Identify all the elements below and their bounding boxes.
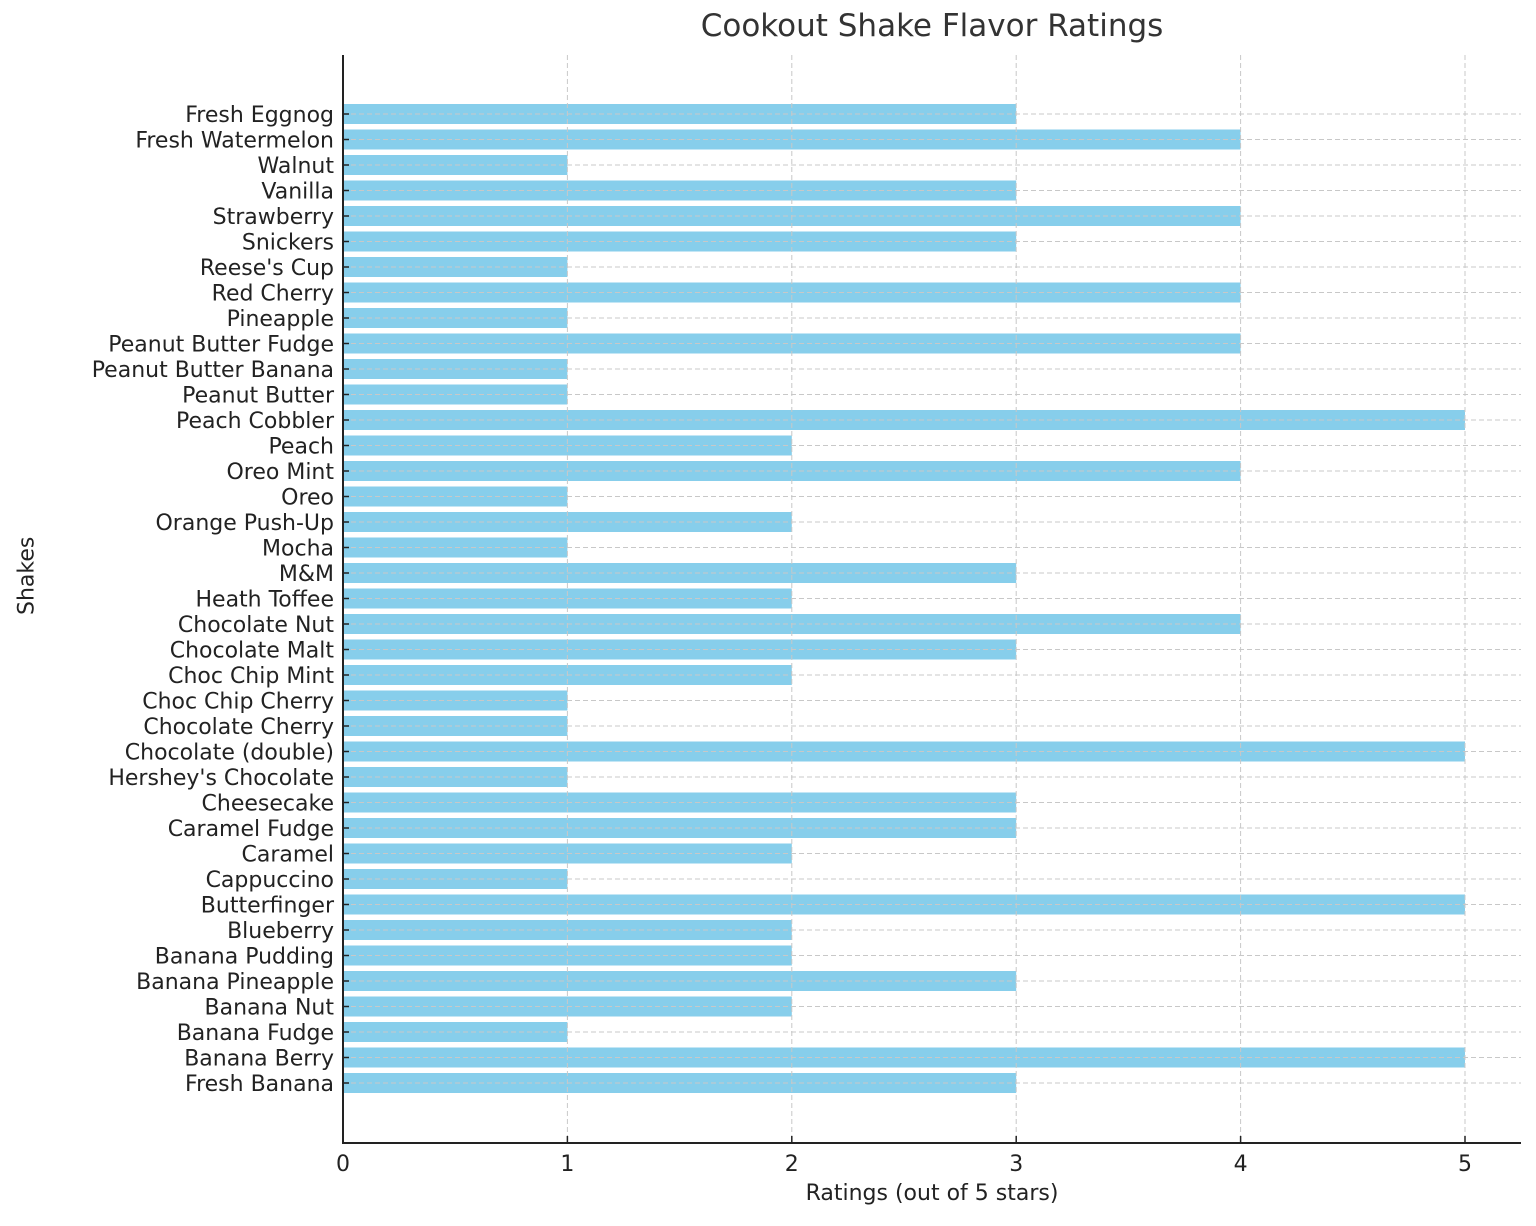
x-tick-label: 4 [1234, 1152, 1248, 1177]
y-tick-label: Chocolate (double) [125, 741, 334, 766]
y-tick-label: Butterfinger [201, 894, 335, 919]
y-tick-label: Fresh Watermelon [135, 129, 334, 154]
y-tick-label: Caramel [242, 843, 334, 868]
y-tick-label: Peanut Butter Fudge [108, 333, 334, 358]
y-tick-label: Oreo [281, 486, 334, 511]
y-tick-label: Banana Berry [184, 1047, 334, 1072]
y-tick-label: Peanut Butter [182, 384, 335, 409]
chart-title: Cookout Shake Flavor Ratings [700, 8, 1164, 44]
y-tick-label: Cappuccino [206, 868, 334, 893]
y-tick-label: Banana Pineapple [136, 970, 334, 995]
y-tick-label: Oreo Mint [226, 460, 334, 485]
y-tick-label: Reese's Cup [200, 256, 334, 281]
y-tick-label: Fresh Eggnog [185, 103, 334, 128]
y-tick-label: Chocolate Malt [170, 639, 335, 664]
x-tick-label: 0 [336, 1152, 350, 1177]
y-tick-label: Fresh Banana [185, 1072, 334, 1097]
y-tick-label: Peach [268, 435, 334, 460]
y-tick-label: Choc Chip Cherry [142, 690, 334, 715]
x-axis-label: Ratings (out of 5 stars) [805, 1181, 1059, 1206]
y-tick-label: Pineapple [227, 307, 334, 332]
x-tick-label: 1 [560, 1152, 574, 1177]
y-tick-label: Banana Nut [205, 996, 335, 1021]
y-tick-label: Choc Chip Mint [168, 664, 334, 689]
y-axis-label: Shakes [14, 536, 40, 615]
y-tick-label: M&M [279, 562, 334, 587]
x-tick-label: 2 [785, 1152, 799, 1177]
y-tick-label: Snickers [242, 231, 334, 256]
y-tick-label: Banana Pudding [155, 945, 334, 970]
y-tick-label: Chocolate Cherry [143, 715, 334, 740]
y-tick-label: Vanilla [261, 180, 334, 205]
y-tick-label: Peach Cobbler [176, 409, 335, 434]
y-tick-label: Banana Fudge [177, 1021, 334, 1046]
y-tick-label: Chocolate Nut [178, 613, 334, 638]
y-tick-label: Heath Toffee [195, 588, 334, 613]
y-tick-label: Walnut [258, 154, 335, 179]
y-tick-label: Red Cherry [212, 282, 334, 307]
x-tick-label: 3 [1009, 1152, 1023, 1177]
y-tick-label: Mocha [262, 537, 334, 562]
y-tick-label: Peanut Butter Banana [92, 358, 334, 383]
y-tick-label: Caramel Fudge [168, 817, 334, 842]
y-tick-label: Blueberry [227, 919, 334, 944]
y-tick-label: Hershey's Chocolate [108, 766, 334, 791]
y-tick-label: Cheesecake [202, 792, 334, 817]
y-tick-label: Orange Push-Up [155, 511, 334, 536]
x-tick-label: 5 [1458, 1152, 1472, 1177]
y-tick-label: Strawberry [213, 205, 334, 230]
